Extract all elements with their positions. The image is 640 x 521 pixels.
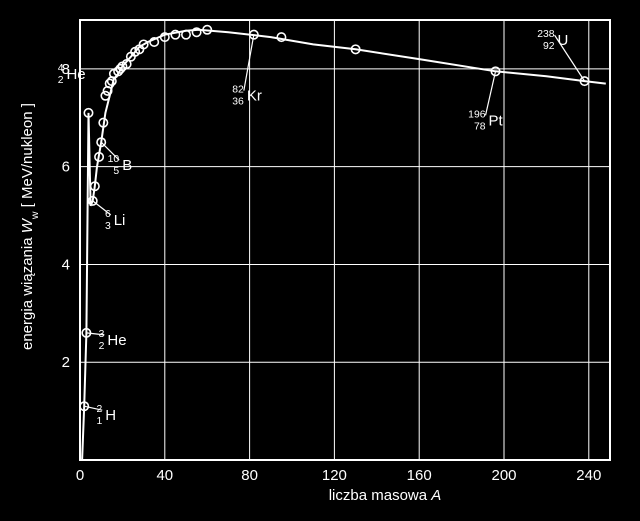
svg-text:B: B bbox=[122, 157, 132, 174]
y-tick-label: 2 bbox=[62, 354, 70, 371]
svg-text:U: U bbox=[558, 32, 569, 49]
y-tick-label: 6 bbox=[62, 159, 70, 176]
svg-text:2: 2 bbox=[99, 341, 105, 352]
annotation-2H: 21H bbox=[96, 404, 116, 427]
svg-text:2: 2 bbox=[96, 404, 102, 415]
svg-text:He: He bbox=[66, 66, 85, 83]
svg-text:10: 10 bbox=[108, 154, 120, 165]
binding-energy-chart: { "canvas": { "w": 640, "h": 521, "bg": … bbox=[0, 0, 640, 521]
svg-text:Kr: Kr bbox=[247, 88, 262, 105]
x-tick-label: 40 bbox=[156, 467, 173, 484]
svg-text:Li: Li bbox=[114, 212, 126, 229]
svg-text:196: 196 bbox=[468, 109, 486, 120]
x-tick-label: 160 bbox=[407, 467, 432, 484]
x-tick-label: 80 bbox=[241, 467, 258, 484]
x-tick-label: 200 bbox=[491, 467, 516, 484]
svg-text:2: 2 bbox=[58, 75, 64, 86]
svg-text:1: 1 bbox=[96, 416, 102, 427]
svg-text:H: H bbox=[105, 407, 116, 424]
svg-text:He: He bbox=[107, 332, 126, 349]
annotation-6Li: 63Li bbox=[105, 209, 125, 232]
svg-text:238: 238 bbox=[537, 29, 555, 40]
svg-text:4: 4 bbox=[58, 63, 64, 74]
svg-text:36: 36 bbox=[232, 97, 244, 108]
x-axis-title: liczba masowa A bbox=[329, 487, 442, 504]
x-tick-label: 240 bbox=[576, 467, 601, 484]
x-tick-label: 0 bbox=[76, 467, 84, 484]
svg-text:5: 5 bbox=[113, 166, 119, 177]
svg-text:6: 6 bbox=[105, 209, 111, 220]
x-tick-label: 120 bbox=[322, 467, 347, 484]
svg-text:3: 3 bbox=[105, 221, 111, 232]
svg-text:82: 82 bbox=[232, 85, 244, 96]
svg-text:Pt: Pt bbox=[489, 112, 504, 129]
svg-text:92: 92 bbox=[543, 41, 555, 52]
y-tick-label: 4 bbox=[62, 256, 70, 273]
annotation-82Kr: 8236Kr bbox=[232, 85, 262, 108]
annotation-3He: 32He bbox=[99, 329, 127, 352]
annotation-4He: 42He bbox=[58, 63, 86, 86]
chart-svg: 040801201602002402468liczba masowa Aener… bbox=[0, 0, 640, 521]
svg-text:78: 78 bbox=[474, 121, 486, 132]
svg-text:3: 3 bbox=[99, 329, 105, 340]
